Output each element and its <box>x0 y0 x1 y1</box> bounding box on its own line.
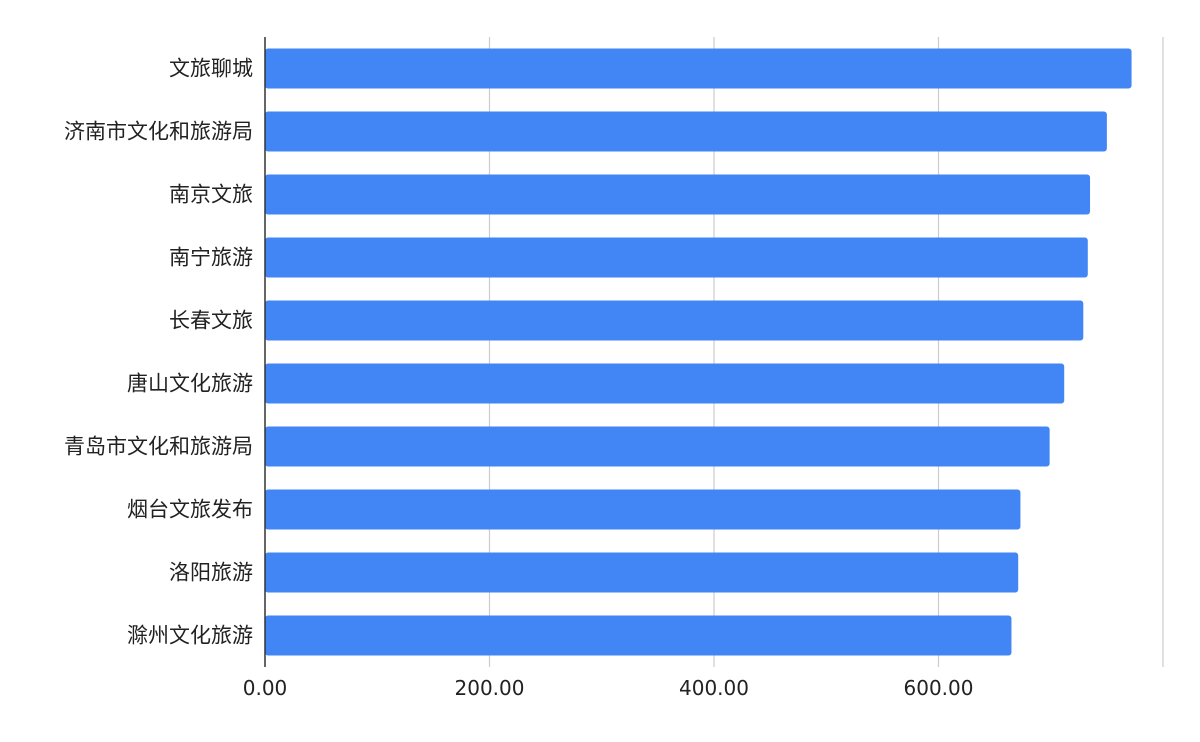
bar <box>265 363 1065 404</box>
bar <box>265 300 1084 341</box>
category-label: 唐山文化旅游 <box>127 372 253 396</box>
category-label: 烟台文旅发布 <box>127 498 253 522</box>
x-tick-label: 400.00 <box>679 676 749 700</box>
category-label: 南宁旅游 <box>169 246 253 270</box>
bars <box>265 48 1132 656</box>
bar <box>265 111 1107 152</box>
category-label: 济南市文化和旅游局 <box>64 120 253 144</box>
x-tick-label: 600.00 <box>904 676 974 700</box>
bar <box>265 48 1132 89</box>
category-label: 滁州文化旅游 <box>127 624 253 648</box>
bar <box>265 174 1091 215</box>
x-tick-labels: 0.00 200.00 400.00 600.00 <box>243 676 974 700</box>
category-label: 文旅聊城 <box>169 57 253 81</box>
category-label: 长春文旅 <box>169 309 253 333</box>
category-label: 青岛市文化和旅游局 <box>64 435 253 459</box>
category-label: 洛阳旅游 <box>169 561 253 585</box>
bar <box>265 552 1019 593</box>
bar <box>265 426 1050 467</box>
category-labels: 文旅聊城济南市文化和旅游局南京文旅南宁旅游长春文旅唐山文化旅游青岛市文化和旅游局… <box>64 57 253 648</box>
category-label: 南京文旅 <box>169 183 253 207</box>
bar <box>265 489 1021 530</box>
bar <box>265 237 1088 278</box>
bar <box>265 615 1012 656</box>
x-tick-label: 200.00 <box>455 676 525 700</box>
x-tick-label: 0.00 <box>243 676 288 700</box>
